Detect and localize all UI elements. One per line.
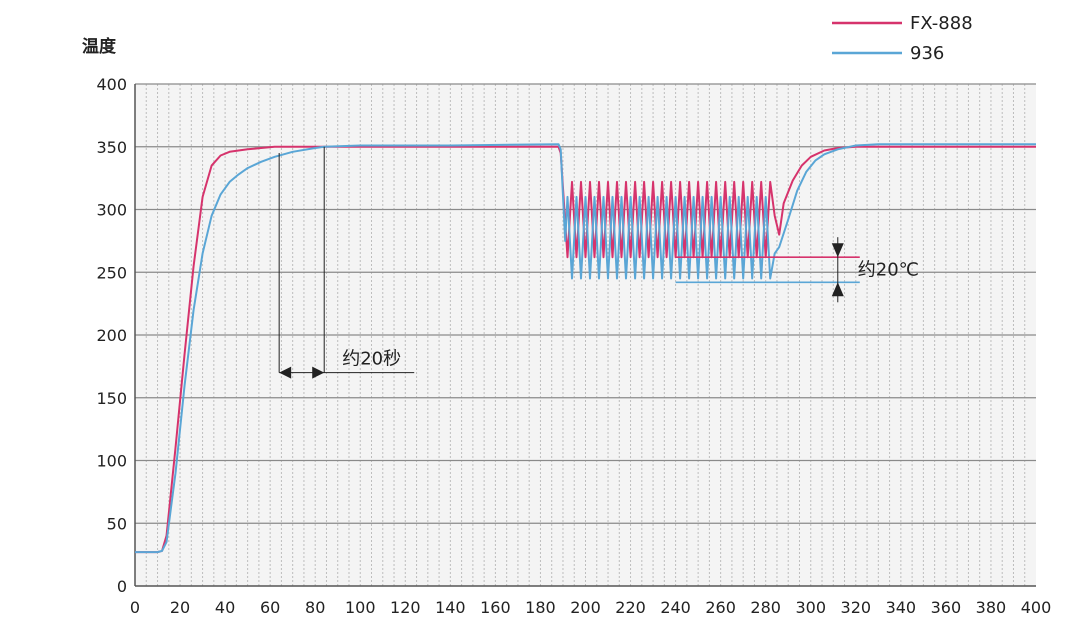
x-tick-label: 160 (480, 598, 511, 617)
x-tick-label: 40 (215, 598, 235, 617)
x-tick-label: 400 (1021, 598, 1052, 617)
x-tick-label: 380 (976, 598, 1007, 617)
y-tick-label: 250 (96, 263, 127, 282)
temp-span-label: 约20℃ (858, 260, 919, 281)
series-layer (135, 143, 1036, 554)
x-tick-label: 280 (750, 598, 781, 617)
x-tick-label: 140 (435, 598, 466, 617)
x-tick-label: 20 (170, 598, 190, 617)
time-span-label: 约20秒 (342, 349, 401, 370)
x-tick-label: 120 (390, 598, 421, 617)
x-tick-label: 100 (345, 598, 376, 617)
legend-label-fx-888: FX-888 (910, 13, 973, 34)
series-line-fx-888 (135, 145, 1036, 554)
time-span-arrow-right (312, 366, 325, 379)
y-axis-label: 温度 (82, 36, 117, 57)
x-tick-label: 260 (705, 598, 736, 617)
y-tick-label: 150 (96, 389, 127, 408)
x-tick-label: 80 (305, 598, 325, 617)
x-tick-label: 200 (570, 598, 601, 617)
x-tick-label: 0 (130, 598, 140, 617)
time-span-arrow-left (279, 366, 292, 379)
tick-labels: 0 50 100 150 200 250 300 350 400 0 20 40 60 80 100 120 1… (96, 75, 1051, 617)
x-tick-label: 60 (260, 598, 280, 617)
y-tick-label: 0 (117, 577, 127, 596)
y-tick-label: 400 (96, 75, 127, 94)
annotations-layer: 约20秒 约20℃ (278, 146, 919, 379)
x-tick-label: 300 (795, 598, 826, 617)
temp-span-arrow-top (831, 243, 844, 258)
temp-span-arrow-bottom (831, 282, 844, 297)
legend-label-936: 936 (910, 43, 944, 64)
axes (134, 84, 1036, 587)
legend: FX-888 936 (832, 13, 973, 64)
x-tick-label: 360 (931, 598, 962, 617)
y-tick-label: 350 (96, 138, 127, 157)
y-tick-label: 100 (96, 452, 127, 471)
y-tick-label: 300 (96, 201, 127, 220)
x-tick-label: 180 (525, 598, 556, 617)
x-tick-label: 320 (841, 598, 872, 617)
x-tick-label: 240 (660, 598, 691, 617)
x-tick-label: 220 (615, 598, 646, 617)
series-line-936 (135, 143, 1036, 554)
y-tick-label: 50 (107, 514, 127, 533)
x-tick-label: 340 (886, 598, 917, 617)
y-tick-label: 200 (96, 326, 127, 345)
